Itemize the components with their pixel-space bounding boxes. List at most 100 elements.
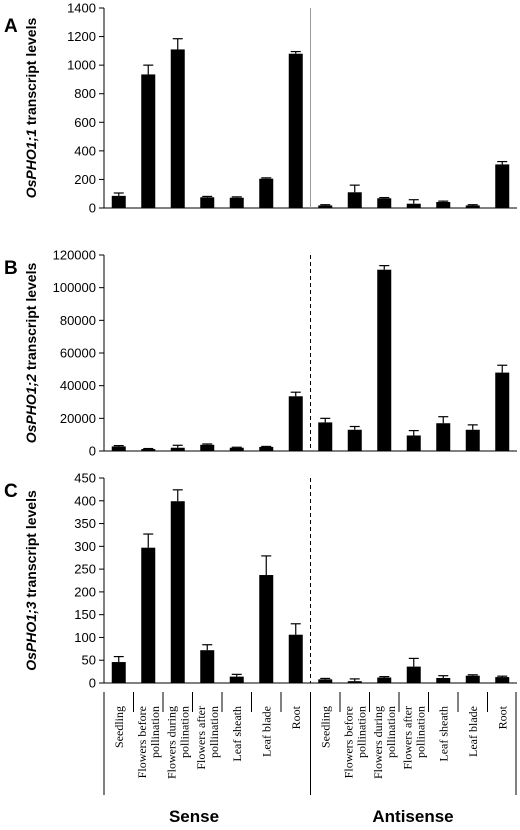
bar bbox=[229, 197, 244, 208]
y-tick-label: 80000 bbox=[60, 313, 96, 328]
bar bbox=[406, 435, 421, 451]
bar bbox=[259, 575, 274, 683]
category-label: Leaf sheath bbox=[436, 706, 450, 762]
y-tick-label: 400 bbox=[74, 493, 96, 508]
bar bbox=[170, 447, 185, 451]
category-label: Flowers after bbox=[194, 706, 208, 770]
bar bbox=[465, 429, 480, 451]
category-label: Flowers after bbox=[400, 706, 414, 770]
panel-c: C OsPHO1;3 transcript levels 0 50 100 150 200 2… bbox=[4, 471, 517, 691]
bar bbox=[111, 446, 126, 451]
bar bbox=[229, 676, 244, 683]
bar bbox=[347, 681, 362, 683]
bar bbox=[288, 53, 303, 208]
y-tick-label: 0 bbox=[89, 201, 96, 216]
y-axis-label: OsPHO1;2 transcript levels bbox=[23, 263, 39, 444]
category-label: Flowers during bbox=[164, 706, 178, 779]
y-tick-label: 300 bbox=[74, 539, 96, 554]
bar bbox=[465, 675, 480, 683]
category-label: Root bbox=[495, 705, 509, 729]
y-tick-label: 20000 bbox=[60, 411, 96, 426]
bar bbox=[229, 447, 244, 451]
bar bbox=[141, 449, 156, 451]
bar bbox=[170, 501, 185, 683]
y-tick-label: 100 bbox=[74, 630, 96, 645]
bar bbox=[318, 422, 333, 451]
bar bbox=[436, 677, 451, 683]
category-label: pollination bbox=[384, 706, 398, 758]
bar bbox=[200, 650, 215, 683]
category-label: pollination bbox=[413, 706, 427, 758]
category-label: Root bbox=[289, 705, 303, 729]
y-tick-label: 0 bbox=[89, 676, 96, 691]
group-label-sense: Sense bbox=[169, 807, 219, 826]
group-label-antisense: Antisense bbox=[372, 807, 453, 826]
bar bbox=[141, 547, 156, 683]
category-label: Flowers during bbox=[371, 706, 385, 779]
panel-letter: C bbox=[4, 481, 18, 502]
y-axis-label-gene: OsPHO1;3 bbox=[23, 601, 39, 670]
bar bbox=[200, 197, 215, 208]
category-label: Seedling bbox=[318, 706, 332, 748]
category-label: pollination bbox=[207, 706, 221, 758]
y-tick-label: 60000 bbox=[60, 346, 96, 361]
y-tick-label: 40000 bbox=[60, 378, 96, 393]
y-tick-label: 1200 bbox=[67, 29, 96, 44]
bar bbox=[377, 198, 392, 208]
bar bbox=[288, 634, 303, 683]
bar bbox=[465, 205, 480, 208]
y-axis-label-gene: OsPHO1;1 bbox=[23, 129, 39, 198]
bar bbox=[259, 178, 274, 208]
bar bbox=[436, 423, 451, 451]
y-tick-label: 100000 bbox=[53, 280, 96, 295]
bar bbox=[288, 396, 303, 451]
bar bbox=[495, 677, 510, 683]
bar bbox=[436, 202, 451, 208]
bar bbox=[318, 205, 333, 208]
bar bbox=[495, 372, 510, 451]
category-labels: Seedling Flowers before pollination Flowers… bbox=[103, 692, 517, 795]
bar bbox=[170, 49, 185, 208]
y-tick-label: 1000 bbox=[67, 58, 96, 73]
y-tick-label: 350 bbox=[74, 516, 96, 531]
y-tick-label: 200 bbox=[74, 584, 96, 599]
y-axis-label-text: transcript levels bbox=[23, 490, 39, 601]
bar bbox=[347, 192, 362, 208]
bar bbox=[111, 195, 126, 208]
category-label: pollination bbox=[354, 706, 368, 758]
bar bbox=[318, 679, 333, 683]
y-tick-label: 250 bbox=[74, 562, 96, 577]
bar bbox=[377, 269, 392, 451]
y-tick-label: 50 bbox=[82, 653, 96, 668]
y-tick-label: 1400 bbox=[67, 1, 96, 16]
y-tick-label: 120000 bbox=[53, 248, 96, 263]
category-label: Seedling bbox=[112, 706, 126, 748]
y-tick-label: 400 bbox=[74, 143, 96, 158]
bar bbox=[141, 74, 156, 208]
panel-b: B OsPHO1;2 transcript levels 0 20000 40000 60… bbox=[4, 248, 517, 459]
category-label: pollination bbox=[177, 706, 191, 758]
category-label: pollination bbox=[148, 706, 162, 758]
y-axis-label-text: transcript levels bbox=[23, 263, 39, 374]
bar bbox=[406, 666, 421, 683]
bar bbox=[377, 677, 392, 683]
bar bbox=[259, 446, 274, 451]
bar bbox=[406, 203, 421, 208]
y-tick-label: 450 bbox=[74, 471, 96, 486]
bar bbox=[111, 662, 126, 683]
bar bbox=[200, 444, 215, 451]
y-axis-label: OsPHO1;3 transcript levels bbox=[23, 490, 39, 671]
category-label: Flowers before bbox=[341, 706, 355, 778]
y-tick-label: 600 bbox=[74, 115, 96, 130]
y-tick-label: 150 bbox=[74, 607, 96, 622]
bar bbox=[495, 164, 510, 208]
y-axis-label-gene: OsPHO1;2 bbox=[23, 374, 39, 443]
category-label: Leaf blade bbox=[466, 706, 480, 757]
panel-a: A OsPHO1;1 transcript levels 0 200 400 600 800… bbox=[4, 1, 517, 216]
y-tick-label: 0 bbox=[89, 444, 96, 459]
group-labels: Sense Antisense bbox=[169, 807, 454, 826]
panel-letter: B bbox=[4, 258, 18, 279]
y-axis-label-text: transcript levels bbox=[23, 18, 39, 129]
category-label: Leaf sheath bbox=[230, 706, 244, 762]
